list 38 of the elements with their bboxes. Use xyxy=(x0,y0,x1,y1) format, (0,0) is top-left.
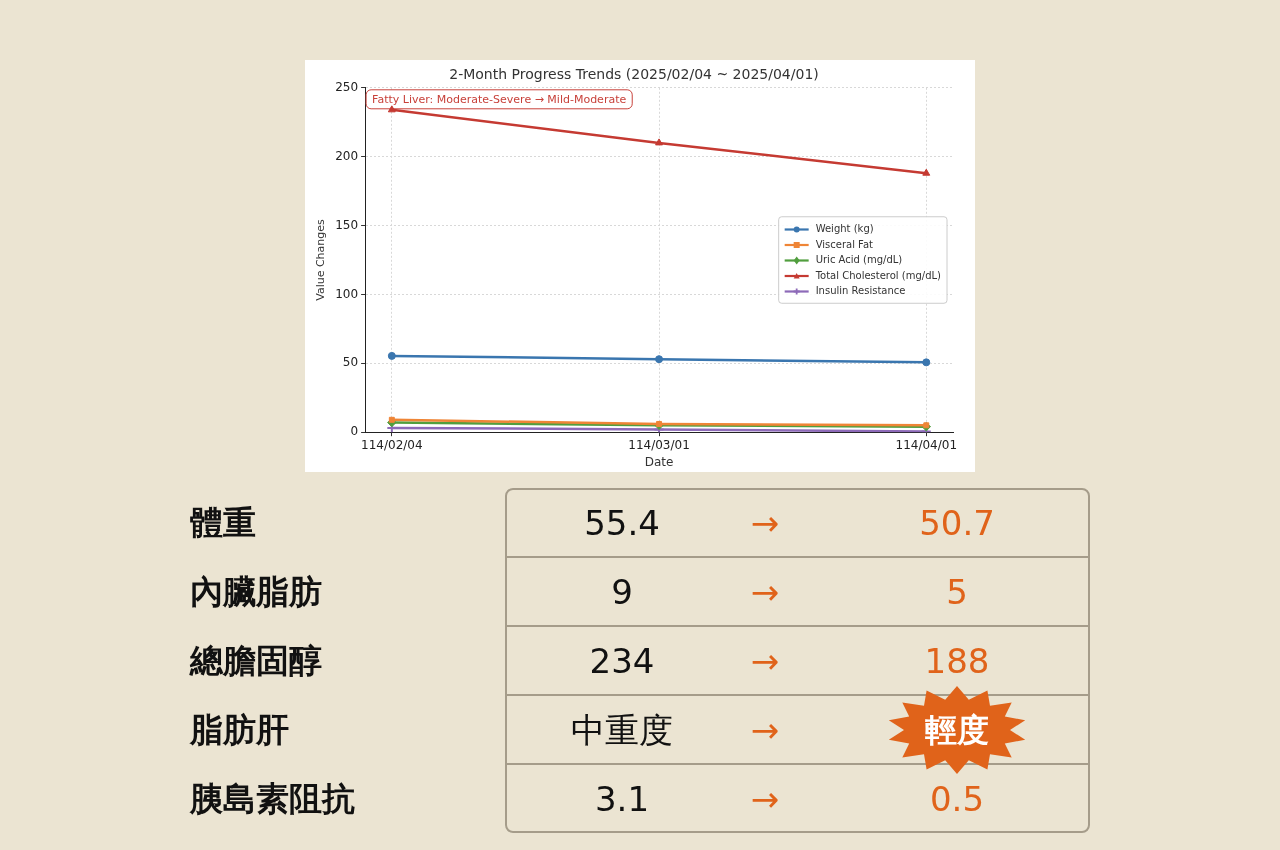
legend-label: Uric Acid (mg/dL) xyxy=(815,254,903,266)
x-tick-label: 114/03/01 xyxy=(628,437,690,452)
text: 0.5 xyxy=(929,778,985,819)
y-tick-label: 100 xyxy=(335,286,359,301)
text: 50.7 xyxy=(919,502,995,543)
text: → xyxy=(750,778,780,819)
text: 中重度 xyxy=(571,709,673,750)
text: → xyxy=(750,640,780,681)
text: 胰島素阻抗 xyxy=(190,778,355,819)
legend-label: Total Cholesterol (mg/dL) xyxy=(814,269,942,281)
y-tick-label: 50 xyxy=(342,355,359,370)
text: 5 xyxy=(946,571,968,612)
y-axis-title: Value Changes xyxy=(314,218,328,301)
text: 55.4 xyxy=(584,502,660,543)
y-tick-label: 250 xyxy=(335,79,359,94)
text: 9 xyxy=(611,571,633,612)
x-tick-label: 114/04/01 xyxy=(895,437,958,452)
text: 3.1 xyxy=(594,778,650,819)
annotation: Fatty Liver: Moderate-Severe → Mild-Moderate xyxy=(372,92,627,106)
text: 內臟脂肪 xyxy=(190,571,322,612)
text: 234 xyxy=(589,640,655,681)
x-axis-title: Date xyxy=(644,454,674,469)
legend-label: Weight (kg) xyxy=(815,223,874,235)
legend-label: Insulin Resistance xyxy=(815,285,906,297)
text: → xyxy=(750,502,780,543)
y-tick-label: 200 xyxy=(335,148,359,163)
text: → xyxy=(750,709,780,750)
y-tick-label: 150 xyxy=(335,217,359,232)
text: 188 xyxy=(924,640,990,681)
text: 輕度 xyxy=(925,710,989,749)
text: 總膽固醇 xyxy=(190,640,322,681)
text: → xyxy=(750,571,780,612)
chart-title: 2-Month Progress Trends (2025/02/04 ~ 2025/04/01) xyxy=(449,66,819,83)
legend-label: Visceral Fat xyxy=(815,238,874,250)
text: 脂肪肝 xyxy=(190,709,289,750)
y-tick-label: 0 xyxy=(350,424,359,439)
text: 體重 xyxy=(190,502,256,543)
x-tick-label: 114/02/04 xyxy=(361,437,423,452)
